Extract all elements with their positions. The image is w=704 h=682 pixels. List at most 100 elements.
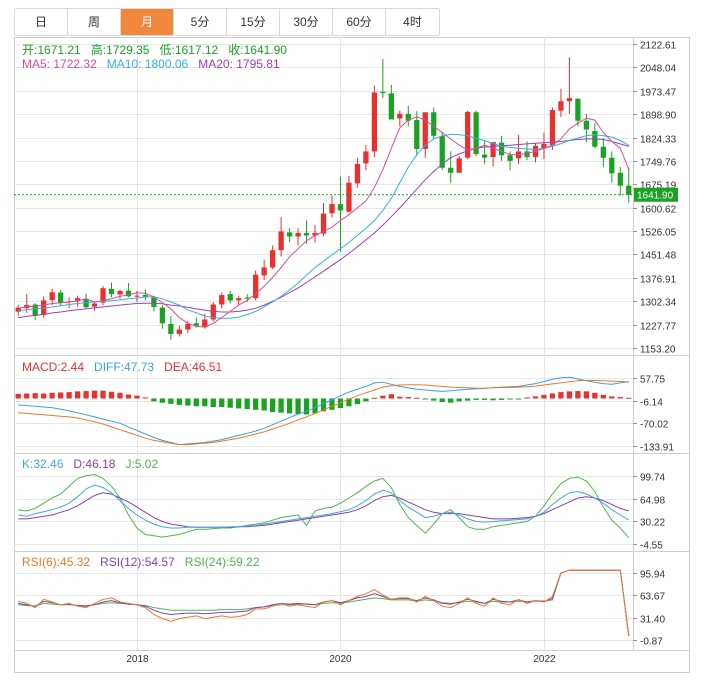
tab-30min[interactable]: 30分 xyxy=(280,9,333,35)
open-label: 开: xyxy=(22,43,38,57)
macd-bar xyxy=(236,398,242,409)
candle-body xyxy=(49,292,55,301)
macd-bar xyxy=(108,391,115,399)
macd-legend: MACD:2.44 DIFF:47.73 DEA:46.51 xyxy=(22,360,222,374)
open-value: 1671.21 xyxy=(37,43,81,57)
macd-bar xyxy=(592,392,598,399)
high-value: 1729.35 xyxy=(106,43,150,57)
candle-body xyxy=(397,113,403,119)
candle-body xyxy=(303,232,310,236)
macd-bar xyxy=(609,396,615,399)
rsi6-line xyxy=(18,569,630,636)
macd-bar xyxy=(414,397,420,399)
tab-week[interactable]: 周 xyxy=(68,9,121,35)
candle-body xyxy=(337,204,344,211)
y-tick-label: 1675.19 xyxy=(640,181,677,192)
macd-bar xyxy=(549,393,556,399)
macd-bar xyxy=(481,398,488,400)
macd-bar xyxy=(176,398,182,405)
rsi-legend: RSI(6):45.32 RSI(12):54.57 RSI(24):59.22 xyxy=(22,555,260,569)
tab-60min[interactable]: 60分 xyxy=(333,9,386,35)
y-tick-label: -70.02 xyxy=(640,420,669,431)
macd-bar xyxy=(312,398,318,414)
candle-body xyxy=(541,143,547,149)
macd-bar xyxy=(185,398,191,406)
macd-bar xyxy=(74,391,81,399)
candle-body xyxy=(448,167,454,173)
macd-bar xyxy=(100,390,106,399)
macd-bar xyxy=(532,396,539,399)
candle-body xyxy=(168,323,174,334)
macd-bar xyxy=(490,398,496,401)
diff-label: DIFF: xyxy=(94,360,125,374)
macd-bar xyxy=(498,398,505,400)
x-tick-label: 2022 xyxy=(533,654,556,665)
macd-bar xyxy=(227,398,233,408)
macd-bar xyxy=(405,397,411,399)
macd-bar xyxy=(142,397,149,399)
candle-body xyxy=(320,213,327,234)
candle-body xyxy=(244,297,250,299)
last-price-tag xyxy=(634,187,678,202)
macd-bar xyxy=(125,394,132,399)
candle-body xyxy=(431,112,437,136)
y-tick-label: -0.87 xyxy=(640,637,663,648)
macd-bar xyxy=(193,398,199,407)
y-tick-label: 1973.47 xyxy=(640,88,677,99)
diff-value: 47.73 xyxy=(124,360,155,374)
candle-body xyxy=(261,267,267,276)
candle-body xyxy=(405,113,411,121)
macd-bar xyxy=(388,394,394,399)
candle-body xyxy=(286,232,293,237)
macd-bar xyxy=(269,398,276,412)
tab-5min[interactable]: 5分 xyxy=(174,9,227,35)
candle-body xyxy=(15,307,21,312)
candle-body xyxy=(558,101,564,111)
ohlc-legend: 开:1671.21 高:1729.35 低:1617.12 收:1641.90 xyxy=(22,41,287,58)
macd-bar xyxy=(380,395,386,399)
tab-15min[interactable]: 15分 xyxy=(227,9,280,35)
macd-bar xyxy=(219,398,225,408)
rsi24-label: RSI(24): xyxy=(184,555,230,569)
tab-month[interactable]: 月 xyxy=(121,9,174,35)
candle-body xyxy=(422,112,428,149)
candle-body xyxy=(227,294,233,301)
macd-bar xyxy=(329,398,335,410)
period-tabs: 日 周 月 5分 15分 30分 60分 4时 xyxy=(14,8,440,36)
y-tick-label: 57.75 xyxy=(640,375,665,386)
y-tick-label: 1526.05 xyxy=(640,228,677,239)
candle-body xyxy=(439,136,445,168)
candle-body xyxy=(507,155,513,161)
candle-body xyxy=(219,295,225,305)
candle-body xyxy=(380,91,386,94)
macd-bar xyxy=(49,392,55,399)
candle-body xyxy=(176,329,182,334)
candle-body xyxy=(295,232,301,237)
y-tick-label: -6.14 xyxy=(640,398,663,409)
tab-day[interactable]: 日 xyxy=(15,9,68,35)
macd-bar xyxy=(24,393,30,399)
candle-body xyxy=(134,295,140,297)
ma20-label: MA20: xyxy=(198,57,233,71)
d-label: D: xyxy=(73,457,86,471)
candle-body xyxy=(473,112,479,154)
ma10-label: MA10: xyxy=(106,57,142,71)
macd-bar xyxy=(583,391,589,399)
candle-body xyxy=(125,290,132,297)
ma20-line xyxy=(18,138,629,319)
candle-body xyxy=(74,298,81,301)
macd-bar xyxy=(15,393,21,399)
macd-bar xyxy=(278,398,284,413)
ma10-value: 1800.06 xyxy=(144,57,189,71)
macd-bar xyxy=(507,398,513,400)
rsi12-value: 54.57 xyxy=(144,555,175,569)
candle-body xyxy=(202,319,208,328)
candle-body xyxy=(193,323,199,326)
tab-4hour[interactable]: 4时 xyxy=(403,15,422,29)
y-tick-label: 1227.77 xyxy=(640,322,677,333)
macd-bar xyxy=(397,396,403,399)
macd-bar xyxy=(83,391,89,399)
macd-bar xyxy=(117,392,123,399)
macd-bar xyxy=(558,392,564,399)
